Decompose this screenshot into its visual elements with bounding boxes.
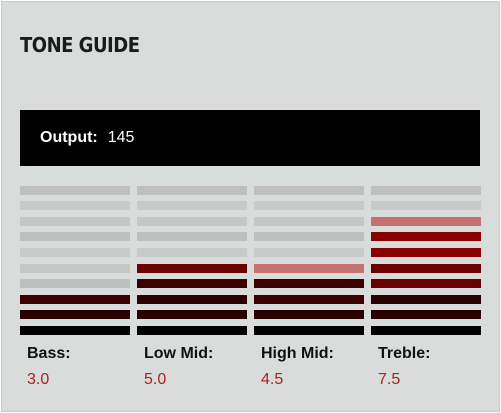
- meter-segment-on: [20, 295, 130, 304]
- control-value: 3.0: [27, 371, 50, 388]
- meter-segment-on: [371, 264, 481, 273]
- meter-base-segment: [371, 326, 481, 335]
- meter-segment-off: [137, 201, 247, 210]
- control-low-mid: Low Mid: 5.0: [144, 344, 254, 390]
- control-name: Low Mid:: [144, 345, 214, 362]
- meter-segment-on: [371, 248, 481, 257]
- meter-segment-on: [371, 310, 481, 319]
- output-value: 145: [107, 129, 135, 146]
- meter-segment-on: [137, 264, 247, 273]
- meter-column: [371, 181, 481, 335]
- meter-segment-off: [20, 217, 130, 226]
- meter-base-segment: [20, 326, 130, 335]
- meter-segment-on: [371, 232, 481, 241]
- meter-segment-off: [137, 217, 247, 226]
- meter-segment-on: [137, 279, 247, 288]
- level-meters: [20, 181, 481, 335]
- meter-segment-off: [254, 217, 364, 226]
- meter-column: [254, 181, 364, 335]
- control-name: Bass:: [27, 345, 71, 362]
- control-value: 7.5: [378, 371, 401, 388]
- meter-segment-off: [20, 279, 130, 288]
- control-bass: Bass: 3.0: [27, 344, 137, 390]
- meter-segment-off: [254, 201, 364, 210]
- meter-segment-on: [20, 310, 130, 319]
- meter-column: [20, 181, 130, 335]
- control-value: 4.5: [261, 371, 284, 388]
- meter-segment-off: [254, 186, 364, 195]
- meter-segment-off: [254, 232, 364, 241]
- meter-segment-off: [371, 201, 481, 210]
- meter-segment-off: [20, 232, 130, 241]
- control-high-mid: High Mid: 4.5: [261, 344, 371, 390]
- meter-segment-off: [137, 186, 247, 195]
- meter-segment-off: [137, 232, 247, 241]
- control-name: Treble:: [378, 345, 431, 362]
- meter-segment-on: [254, 310, 364, 319]
- meter-segment-on: [371, 295, 481, 304]
- meter-base-segment: [137, 326, 247, 335]
- output-label: Output:: [40, 129, 98, 146]
- meter-segment-off: [20, 264, 130, 273]
- page-title: TONE GUIDE: [20, 33, 140, 57]
- meter-segment-off: [137, 248, 247, 257]
- control-treble: Treble: 7.5: [378, 344, 488, 390]
- meter-segment-off: [254, 248, 364, 257]
- control-labels: Bass: 3.0 Low Mid: 5.0 High Mid: 4.5 Tre…: [27, 344, 487, 394]
- meter-segment-on: [137, 295, 247, 304]
- meter-segment-half: [254, 264, 364, 273]
- meter-segment-off: [371, 186, 481, 195]
- meter-segment-half: [371, 217, 481, 226]
- meter-segment-off: [20, 201, 130, 210]
- meter-segment-off: [20, 248, 130, 257]
- meter-segment-off: [20, 186, 130, 195]
- output-display: Output: 145: [20, 110, 480, 166]
- meter-segment-on: [137, 310, 247, 319]
- meter-column: [137, 181, 247, 335]
- meter-segment-on: [254, 295, 364, 304]
- control-value: 5.0: [144, 371, 167, 388]
- meter-segment-on: [371, 279, 481, 288]
- meter-segment-on: [254, 279, 364, 288]
- meter-base-segment: [254, 326, 364, 335]
- control-name: High Mid:: [261, 345, 334, 362]
